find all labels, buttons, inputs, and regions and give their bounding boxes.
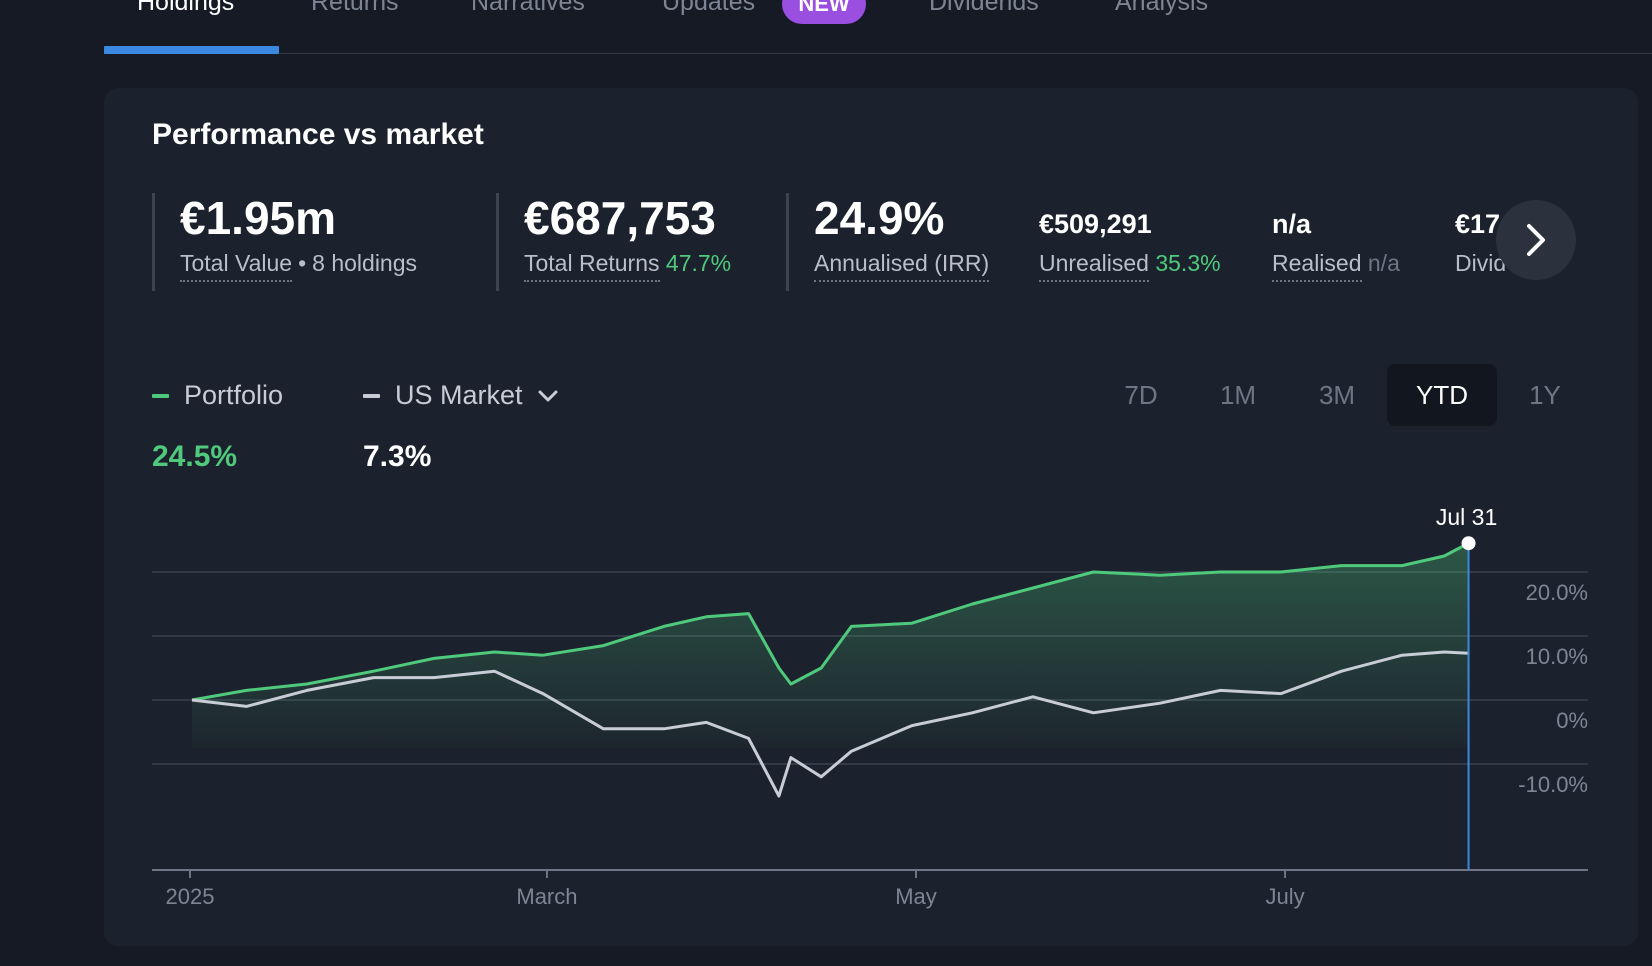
range-7d[interactable]: 7D — [1124, 379, 1158, 410]
stat-divider — [786, 193, 789, 291]
stat-change: 47.7% — [665, 250, 732, 276]
stat-total-value[interactable]: €1.95m Total Value • 8 holdings — [180, 192, 418, 282]
performance-card: Performance vs market €1.95m Total Value… — [104, 88, 1638, 946]
x-tick-label: July — [1265, 884, 1304, 909]
legend-swatch — [363, 393, 380, 398]
card-title: Performance vs market — [152, 118, 484, 151]
stat-change: n/a — [1367, 250, 1400, 276]
portfolio-line — [191, 541, 1470, 702]
x-tick-label: March — [516, 884, 577, 909]
stat-label: Realised — [1272, 250, 1362, 282]
tab-narratives[interactable]: Narratives — [471, 0, 585, 16]
hover-marker-dot[interactable] — [1461, 536, 1476, 551]
tab-analysis[interactable]: Analysis — [1115, 0, 1209, 16]
hover-date-label: Jul 31 — [1436, 504, 1497, 530]
legend-portfolio[interactable]: Portfolio — [152, 380, 283, 411]
range-ytd[interactable]: YTD — [1387, 364, 1497, 426]
chevron-right-icon — [1527, 224, 1545, 256]
stat-label: Unrealised — [1039, 250, 1149, 282]
tab-bar: Holdings Returns Narratives Updates NEW … — [0, 0, 1652, 56]
y-tick-label: 10.0% — [1526, 644, 1588, 669]
stat-value: €17 — [1455, 209, 1501, 239]
active-tab-indicator — [104, 46, 279, 54]
tab-updates[interactable]: Updates — [662, 0, 756, 16]
stat-label: Total Value — [180, 250, 293, 282]
stat-realised[interactable]: n/a Realised n/a — [1272, 192, 1400, 282]
performance-chart: 20.0% 10.0% 0% -10.0% 2025 March May July Jul … — [152, 504, 1588, 909]
stat-change: 35.3% — [1155, 250, 1221, 276]
y-tick-label: 0% — [1556, 708, 1588, 733]
legend-label: Portfolio — [184, 380, 284, 410]
legend-market-dropdown[interactable]: US Market — [363, 380, 559, 411]
new-badge: NEW — [782, 0, 866, 24]
stat-label: Total Returns — [524, 250, 660, 282]
stat-dividends[interactable]: €17 Divid 12 — [1455, 192, 1620, 277]
legend-label: US Market — [395, 380, 523, 410]
stat-divider — [152, 193, 155, 291]
legend-swatch — [152, 393, 169, 398]
stat-value: €687,753 — [524, 192, 716, 244]
y-tick-label: 20.0% — [1526, 580, 1588, 605]
y-tick-label: -10.0% — [1518, 772, 1588, 797]
tabs-divider — [104, 53, 1652, 54]
stat-value: €509,291 — [1039, 209, 1152, 239]
tab-dividends[interactable]: Dividends — [929, 0, 1039, 16]
next-stats-button[interactable] — [1496, 200, 1576, 280]
tab-returns[interactable]: Returns — [311, 0, 399, 16]
stat-total-returns[interactable]: €687,753 Total Returns 47.7% — [524, 192, 732, 282]
separator-dot: • — [298, 250, 307, 276]
portfolio-return: 24.5% — [152, 440, 238, 473]
stat-value: 24.9% — [814, 192, 945, 244]
stat-label: Divid — [1455, 250, 1507, 277]
stat-annualised[interactable]: 24.9% Annualised (IRR) — [814, 192, 990, 282]
chevron-down-icon — [538, 390, 558, 401]
stat-label: Annualised (IRR) — [814, 250, 990, 282]
market-return: 7.3% — [363, 440, 432, 473]
range-3m[interactable]: 3M — [1318, 379, 1356, 410]
x-tick-label: 2025 — [166, 884, 215, 909]
stat-divider — [496, 193, 499, 291]
x-tick-label: May — [895, 884, 937, 909]
tab-holdings[interactable]: Holdings — [137, 0, 235, 16]
stat-value: n/a — [1272, 209, 1312, 239]
stat-value: €1.95m — [180, 192, 337, 244]
market-line — [191, 650, 1469, 798]
stat-unrealised[interactable]: €509,291 Unrealised 35.3% — [1039, 192, 1221, 282]
portfolio-area — [192, 543, 1469, 748]
range-1m[interactable]: 1M — [1219, 379, 1257, 410]
range-1y[interactable]: 1Y — [1529, 379, 1561, 410]
holdings-count: 8 holdings — [312, 250, 418, 276]
